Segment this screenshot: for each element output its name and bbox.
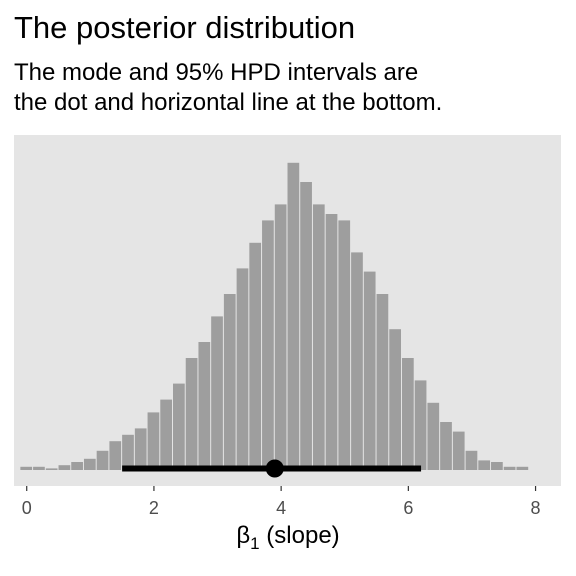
histogram-bar: [516, 466, 529, 470]
histogram-bar: [249, 242, 262, 470]
x-axis-title-symbol: β: [236, 522, 251, 549]
histogram-bar: [287, 162, 300, 471]
histogram-bar: [160, 399, 173, 470]
histogram-bar: [503, 466, 516, 470]
x-tick-label: 6: [403, 498, 413, 518]
histogram-bar: [338, 220, 351, 470]
x-axis-title-text: (slope): [259, 522, 340, 549]
histogram-bar: [147, 412, 160, 470]
x-axis-ticks: 0 2 4 6 8: [22, 486, 541, 518]
histogram-bar: [401, 358, 414, 470]
histogram-bar: [20, 466, 33, 470]
histogram-bar: [274, 204, 287, 470]
histogram-bar: [211, 316, 223, 470]
x-axis-title: β1 (slope): [0, 521, 576, 559]
histogram-bar: [185, 358, 198, 470]
hpd-interval-group: [122, 459, 422, 478]
histogram-bar: [173, 383, 185, 470]
histogram-bar: [236, 268, 249, 470]
histogram-bar: [96, 450, 109, 470]
mode-point: [265, 459, 284, 478]
x-axis-title-subscript: 1: [250, 533, 260, 553]
chart-subtitle: The mode and 95% HPD intervals are the d…: [14, 58, 442, 118]
histogram-bar: [325, 214, 338, 470]
histogram-bar: [223, 294, 236, 470]
histogram-bar: [122, 434, 134, 470]
histogram-bar: [45, 468, 58, 470]
histogram-bar: [300, 182, 312, 470]
histogram-bar: [478, 460, 491, 470]
histogram-bar: [427, 402, 440, 470]
x-tick-label: 4: [276, 498, 286, 518]
histogram-bar: [414, 380, 427, 470]
histogram-bar: [376, 294, 389, 470]
histogram-bars: [20, 162, 529, 471]
histogram-bar: [351, 252, 363, 470]
histogram-bar: [312, 204, 325, 470]
histogram-bar: [83, 458, 96, 470]
histogram-bar: [134, 428, 147, 470]
histogram-bar: [452, 431, 465, 470]
histogram-bar: [465, 450, 478, 470]
histogram-bar: [262, 220, 274, 470]
histogram-bar: [198, 342, 211, 470]
histogram-bar: [58, 465, 71, 470]
histogram-bar: [389, 329, 401, 470]
histogram-bar: [33, 466, 45, 470]
x-tick-label: 0: [22, 498, 32, 518]
x-tick-label: 8: [531, 498, 541, 518]
histogram-bar: [71, 462, 83, 470]
histogram-bar: [440, 422, 452, 470]
histogram-bar: [109, 441, 122, 470]
histogram-bar: [491, 462, 503, 470]
chart-title: The posterior distribution: [14, 10, 356, 45]
subtitle-line-1: The mode and 95% HPD intervals are: [14, 59, 419, 86]
subtitle-line-2: the dot and horizontal line at the botto…: [14, 89, 443, 116]
x-tick-label: 2: [149, 498, 159, 518]
histogram-bar: [363, 271, 376, 470]
